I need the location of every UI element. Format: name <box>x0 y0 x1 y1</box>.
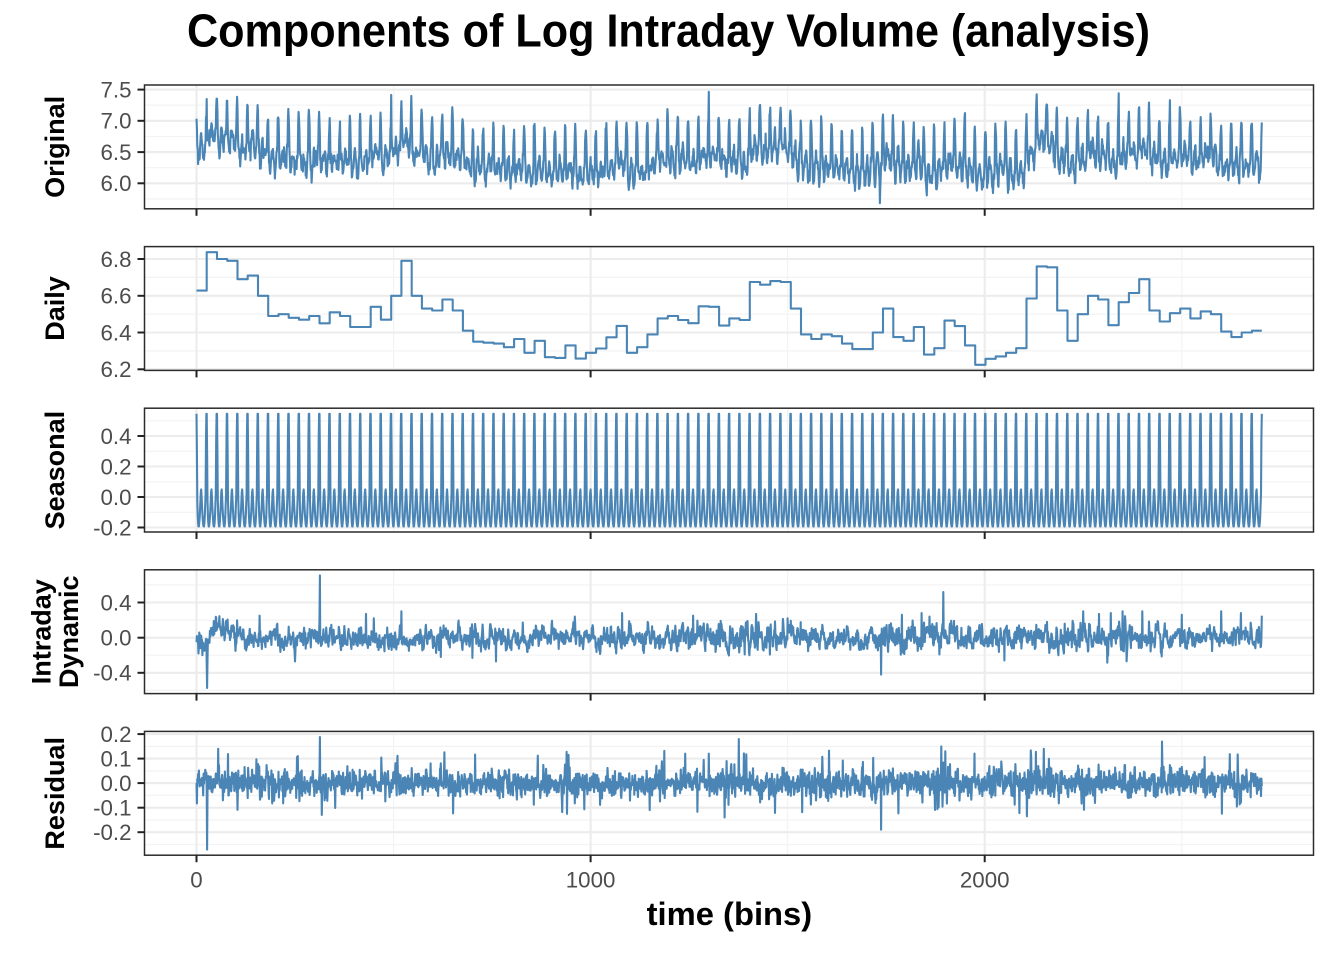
svg-text:-0.4: -0.4 <box>93 661 131 686</box>
svg-text:0.0: 0.0 <box>101 771 132 796</box>
svg-text:-0.1: -0.1 <box>93 796 131 821</box>
svg-text:2000: 2000 <box>960 867 1010 892</box>
svg-text:Intraday: Intraday <box>27 579 57 684</box>
svg-text:6.4: 6.4 <box>101 320 132 345</box>
svg-text:Seasonal: Seasonal <box>40 411 70 530</box>
svg-text:7.0: 7.0 <box>101 109 132 134</box>
svg-text:0.1: 0.1 <box>101 747 132 772</box>
svg-text:Residual: Residual <box>40 737 70 850</box>
svg-text:1000: 1000 <box>566 867 616 892</box>
svg-text:time (bins): time (bins) <box>647 896 813 932</box>
svg-text:-0.2: -0.2 <box>93 820 131 845</box>
svg-text:-0.2: -0.2 <box>93 515 131 540</box>
svg-text:0.4: 0.4 <box>101 590 132 615</box>
svg-text:6.2: 6.2 <box>101 357 132 382</box>
svg-text:0: 0 <box>190 867 202 892</box>
svg-text:Daily: Daily <box>40 276 70 341</box>
svg-text:0.4: 0.4 <box>101 424 132 449</box>
svg-text:6.8: 6.8 <box>101 247 132 272</box>
svg-text:Dynamic: Dynamic <box>54 575 84 688</box>
svg-text:0.2: 0.2 <box>101 722 132 747</box>
svg-text:6.0: 6.0 <box>101 171 132 196</box>
svg-text:7.5: 7.5 <box>101 78 132 103</box>
svg-text:6.6: 6.6 <box>101 284 132 309</box>
svg-text:0.2: 0.2 <box>101 454 132 479</box>
svg-text:0.0: 0.0 <box>101 485 132 510</box>
svg-text:Original: Original <box>40 96 70 198</box>
svg-text:Components of Log Intraday Vol: Components of Log Intraday Volume (analy… <box>187 5 1150 57</box>
svg-text:6.5: 6.5 <box>101 140 132 165</box>
svg-text:0.0: 0.0 <box>101 626 132 651</box>
